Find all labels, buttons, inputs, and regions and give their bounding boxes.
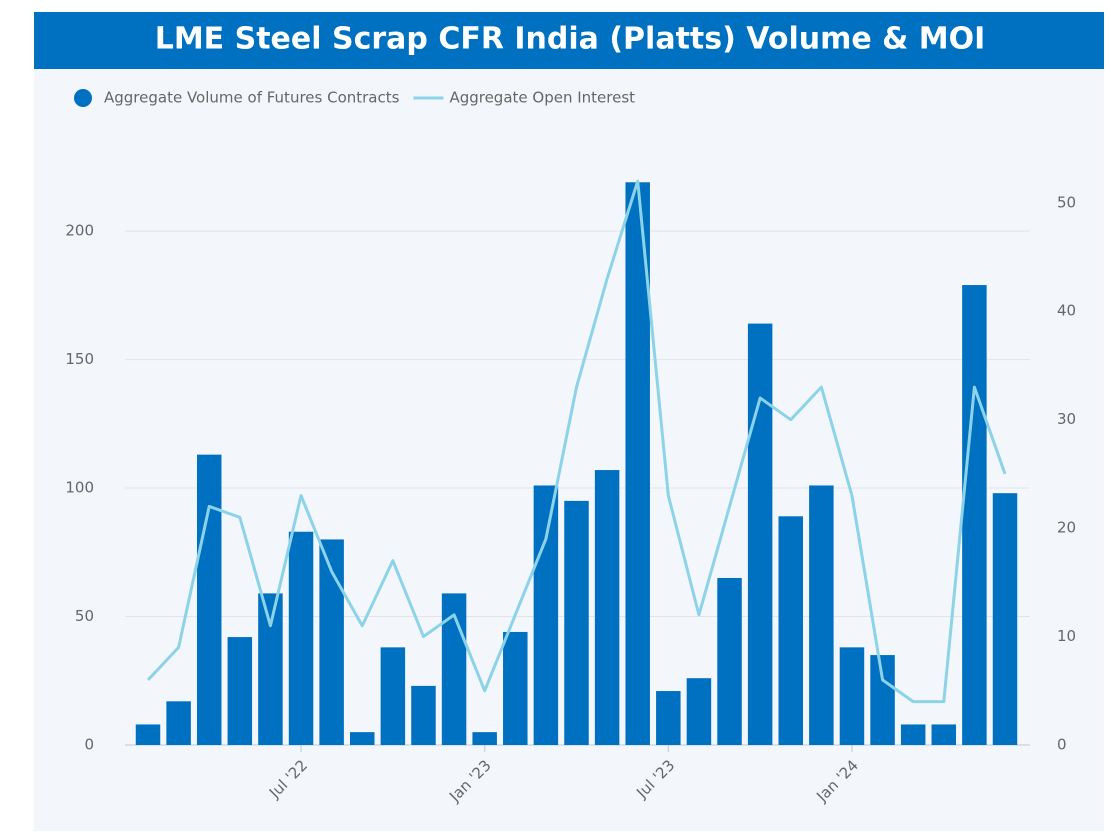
bar (594, 470, 620, 745)
legend-marker (74, 89, 92, 107)
bar (839, 647, 865, 745)
bar (503, 631, 528, 745)
bar (380, 647, 406, 745)
legend-label: Aggregate Open Interest (449, 89, 635, 107)
bar (472, 732, 497, 745)
bar (931, 724, 957, 745)
y-tick-label: 150 (65, 350, 94, 368)
bar (656, 691, 681, 745)
title-bar (34, 12, 1104, 69)
line (146, 179, 1007, 704)
bar (411, 685, 436, 745)
y-tick-label: 200 (65, 222, 94, 240)
y2-tick-label: 0 (1057, 736, 1067, 754)
y2-tick-label: 30 (1057, 410, 1076, 428)
bar (809, 485, 834, 745)
bar (870, 655, 895, 745)
bar (166, 701, 191, 745)
bar (288, 531, 314, 745)
bar (686, 678, 712, 745)
y2-tick-label: 40 (1057, 302, 1076, 320)
y2-tick-label: 50 (1057, 193, 1076, 211)
bar (992, 493, 1018, 745)
bar (350, 732, 375, 745)
bar (778, 516, 803, 745)
bar (196, 454, 222, 745)
y-tick-label: 50 (75, 607, 94, 625)
y-tick-label: 100 (65, 479, 94, 497)
bar (900, 724, 926, 745)
y2-tick-label: 20 (1057, 519, 1076, 537)
bar (258, 593, 283, 745)
legend-label: Aggregate Volume of Futures Contracts (104, 89, 400, 107)
bar (717, 577, 742, 745)
bar (962, 285, 987, 745)
chart-title: LME Steel Scrap CFR India (Platts) Volum… (155, 22, 986, 57)
bar (533, 485, 559, 745)
bar (135, 724, 161, 745)
bar (227, 637, 253, 745)
bar (747, 323, 773, 745)
bar (564, 500, 589, 745)
y-tick-label: 0 (84, 736, 94, 754)
y2-tick-label: 10 (1057, 627, 1076, 645)
